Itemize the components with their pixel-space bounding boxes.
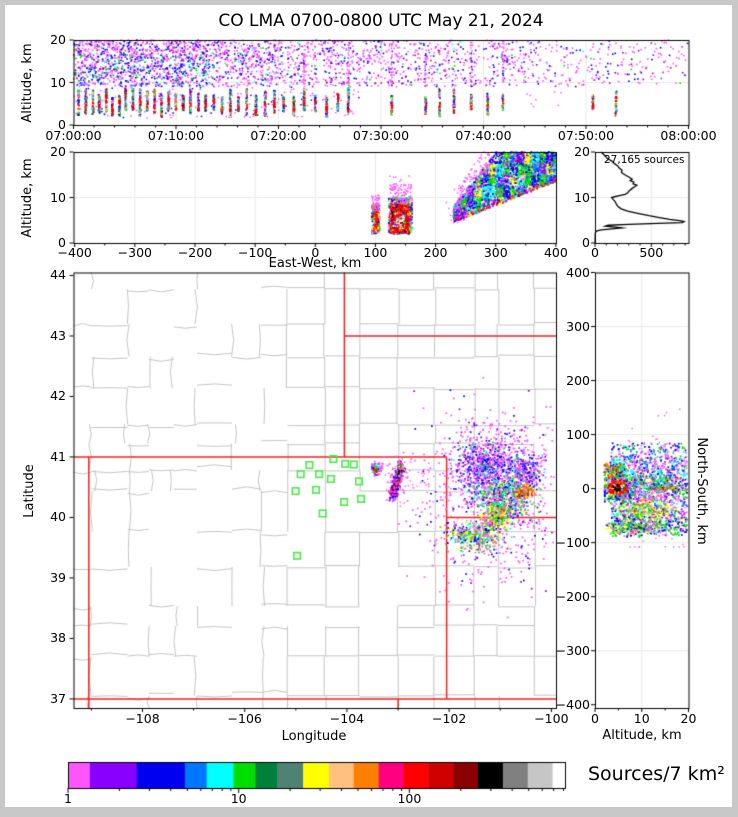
longitude-tick-label: −108 <box>125 711 160 726</box>
north-south-tick-label: −300 <box>555 642 590 658</box>
north-south-tick-label: −400 <box>555 696 590 712</box>
latitude-tick-label: 43 <box>50 327 66 343</box>
colorbar-tick-label: 1 <box>64 791 72 806</box>
time-axis-tick-label: 07:10:00 <box>147 128 205 143</box>
latitude-tick-label: 42 <box>50 388 66 404</box>
longitude-tick-label: −100 <box>534 711 569 726</box>
north-south-tick-label: −200 <box>555 588 590 604</box>
latitude-tick-label: 40 <box>50 509 66 525</box>
th-altitude-tick-label: 20 <box>50 32 66 47</box>
ns-height-x-axis-label: Altitude, km <box>602 728 682 743</box>
longitude-tick-label: −106 <box>227 711 262 726</box>
histogram-count-tick-label: 0 <box>591 245 599 260</box>
map-y-axis-label: Latitude <box>22 464 37 518</box>
histogram-altitude-tick-label: 10 <box>574 189 590 205</box>
ew-altitude-tick-label: 0 <box>58 235 66 250</box>
map-x-axis-label: Longitude <box>281 729 347 744</box>
ns-altitude-tick-label: 0 <box>591 711 599 726</box>
colorbar-tick-label: 10 <box>230 791 247 806</box>
time-axis-tick-label: 07:00:00 <box>45 128 102 143</box>
th-altitude-tick-label: 10 <box>50 74 66 90</box>
ns-height-right-axis-label: North-South, km <box>694 437 709 545</box>
ew-axis-tick-label: 0 <box>311 245 320 260</box>
latitude-tick-label: 41 <box>50 448 66 464</box>
latitude-tick-label: 44 <box>50 267 66 283</box>
colorbar-label: Sources/7 km² <box>588 763 725 785</box>
ew-axis-tick-label: −100 <box>237 245 273 260</box>
latitude-tick-label: 39 <box>50 569 66 585</box>
ew-axis-tick-label: −300 <box>117 245 153 260</box>
figure-title: CO LMA 0700-0800 UTC May 21, 2024 <box>218 11 544 31</box>
north-south-tick-label: 400 <box>566 264 590 280</box>
time-axis-tick-label: 08:00:00 <box>660 128 717 143</box>
ew-axis-tick-label: 300 <box>483 245 508 260</box>
time-axis-tick-label: 07:50:00 <box>557 128 615 143</box>
ns-altitude-tick-label: 20 <box>680 711 697 726</box>
ew-axis-tick-label: 100 <box>363 245 388 260</box>
ew-axis-tick-label: −200 <box>177 245 213 260</box>
time-axis-tick-label: 07:20:00 <box>250 128 307 143</box>
histogram-altitude-tick-label: 20 <box>574 144 590 159</box>
north-south-tick-label: −100 <box>555 534 590 550</box>
ew-height-x-axis-label: East-West, km <box>268 256 362 271</box>
north-south-tick-label: 300 <box>566 318 590 334</box>
longitude-tick-label: −102 <box>431 711 467 726</box>
longitude-tick-label: −104 <box>329 711 365 726</box>
ew-axis-tick-label: 200 <box>423 245 448 260</box>
time-axis-tick-label: 07:40:00 <box>455 128 512 143</box>
source-count-annotation: 27,165 sources <box>604 154 685 166</box>
th-altitude-tick-label: 0 <box>58 117 66 132</box>
latitude-tick-label: 37 <box>50 690 66 706</box>
ew-altitude-tick-label: 10 <box>50 189 66 205</box>
ew-axis-tick-label: 400 <box>543 245 568 260</box>
histogram-count-tick-label: 500 <box>639 245 664 260</box>
north-south-tick-label: 0 <box>582 480 590 496</box>
ew-axis-tick-label: −400 <box>57 245 92 260</box>
ns-altitude-tick-label: 10 <box>633 711 650 726</box>
ew-altitude-tick-label: 20 <box>50 144 66 159</box>
histogram-altitude-tick-label: 0 <box>582 235 590 250</box>
colorbar-tick-label: 100 <box>397 791 422 806</box>
north-south-tick-label: 100 <box>566 426 590 442</box>
time-axis-tick-label: 07:30:00 <box>352 128 410 143</box>
latitude-tick-label: 38 <box>50 630 66 646</box>
north-south-tick-label: 200 <box>566 372 590 388</box>
